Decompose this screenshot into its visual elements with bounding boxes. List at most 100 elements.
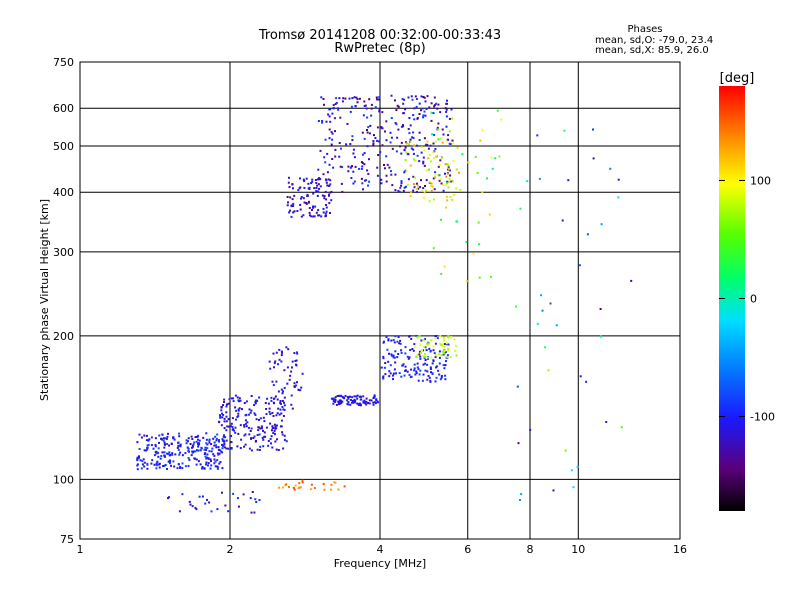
data-point [390,354,393,357]
data-point [286,196,289,198]
data-point [479,139,482,142]
data-point [187,440,189,443]
data-point [363,399,366,402]
data-point [425,179,428,182]
data-point [215,439,218,442]
data-point [176,446,179,449]
data-point [321,120,324,122]
x-axis-label: Frequency [MHz] [334,557,426,570]
data-point [216,433,219,436]
data-point [152,447,155,450]
data-point [416,184,419,187]
data-point [202,436,205,439]
data-point [408,132,411,135]
data-point [440,375,443,377]
data-point [230,435,233,437]
data-point [187,447,190,450]
data-point [200,446,203,449]
data-point [230,441,233,444]
data-point [388,375,391,378]
data-point [538,177,541,180]
data-point [270,435,273,438]
data-point [216,452,219,455]
data-point [199,463,202,466]
data-point [301,479,304,482]
data-point [449,196,452,198]
data-point [378,108,381,111]
data-point [443,345,446,348]
data-point [444,163,447,166]
data-point [400,351,403,354]
data-point [367,126,370,129]
data-point [209,467,212,470]
data-point [234,394,237,397]
data-point [375,398,378,401]
data-point [444,364,447,367]
data-point [323,195,326,197]
data-points [136,94,633,514]
data-point [329,108,332,111]
data-point [292,202,295,205]
data-point [145,439,148,442]
data-point [243,425,246,428]
data-point [230,447,233,450]
data-point [381,144,384,147]
data-point [433,352,436,355]
data-point [199,449,202,452]
data-point [174,453,177,456]
data-point [366,129,368,131]
data-point [159,457,162,460]
data-point [416,117,419,119]
data-point [322,483,325,486]
data-point [387,338,390,341]
data-point [326,152,329,155]
data-point [352,170,355,173]
data-point [198,495,201,498]
data-point [222,435,225,438]
data-point [465,241,468,243]
data-point [221,447,224,450]
data-point [220,409,223,412]
data-point [390,173,393,176]
data-point [372,397,375,399]
data-point [422,156,425,159]
data-point [351,399,354,402]
data-point [425,349,428,352]
data-point [219,449,222,452]
data-point [392,354,395,357]
y-tick-label: 200 [53,330,74,343]
data-point [163,437,165,440]
data-point [329,191,332,194]
data-point [427,168,430,171]
data-point [400,125,403,128]
data-point [244,433,247,436]
data-point [586,233,589,236]
data-point [158,434,161,437]
data-point [189,503,192,506]
data-point [296,351,298,354]
data-point [378,110,381,113]
data-point [372,142,375,145]
data-point [340,147,342,150]
data-point [433,105,436,108]
data-point [620,426,623,429]
data-point [410,375,413,378]
data-point [452,159,455,162]
data-point [243,445,246,448]
data-point [172,460,175,463]
data-point [163,443,166,446]
data-point [330,199,333,202]
data-point [422,339,425,342]
data-point [413,118,416,121]
data-point [270,442,272,445]
data-point [441,344,444,347]
data-point [373,134,375,137]
data-point [341,166,344,169]
data-point [418,350,421,353]
data-point [297,189,300,192]
data-point [274,427,277,430]
data-point [409,138,412,141]
data-point [326,184,329,187]
data-point [227,418,230,421]
data-point [260,427,263,430]
